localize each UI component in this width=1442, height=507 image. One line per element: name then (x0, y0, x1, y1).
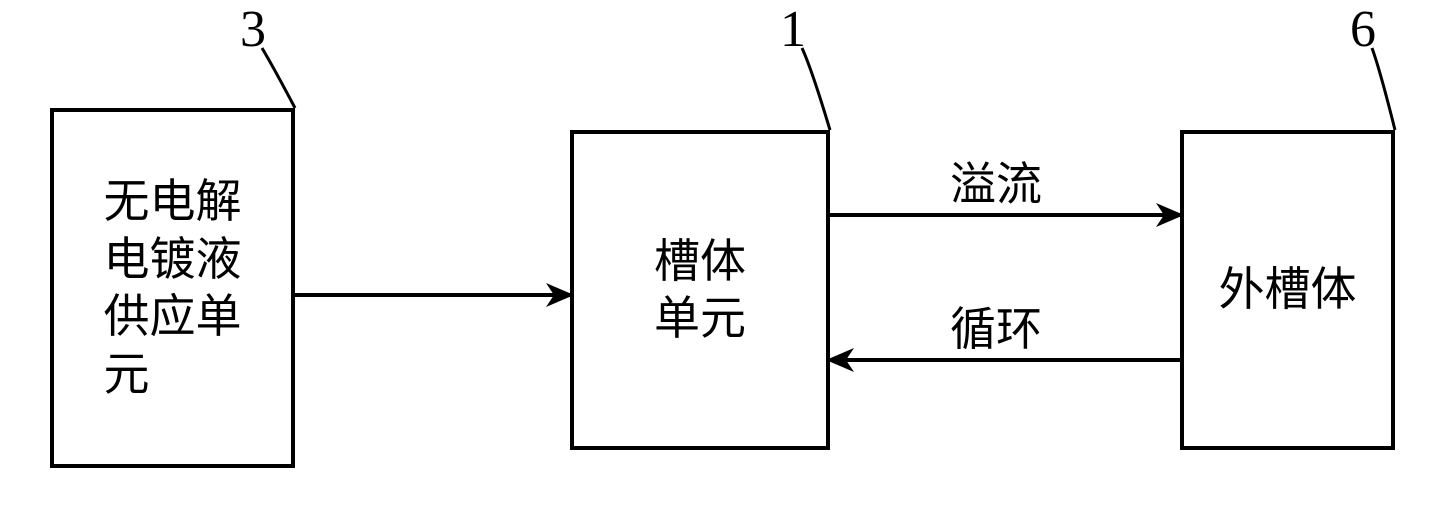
edge-label-overflow: 溢流 (950, 148, 1042, 214)
node-supply: 无电解 电镀液 供应单 元 (50, 108, 295, 468)
node-outer-number: 6 (1350, 0, 1376, 59)
leader-outer (1372, 48, 1395, 130)
leader-supply (262, 48, 295, 108)
leader-tank (802, 48, 830, 130)
node-tank-number: 1 (780, 0, 806, 59)
node-outer: 外槽体 (1180, 130, 1395, 450)
node-tank-label: 槽体 单元 (654, 233, 746, 348)
node-supply-label: 无电解 电镀液 供应单 元 (90, 173, 256, 403)
node-outer-label: 外槽体 (1219, 261, 1357, 319)
node-supply-number: 3 (240, 0, 266, 59)
node-tank: 槽体 单元 (570, 130, 830, 450)
diagram-canvas: 无电解 电镀液 供应单 元 3 槽体 单元 1 外槽体 6 溢流 循环 (0, 0, 1442, 507)
edge-label-cycle: 循环 (950, 293, 1042, 359)
